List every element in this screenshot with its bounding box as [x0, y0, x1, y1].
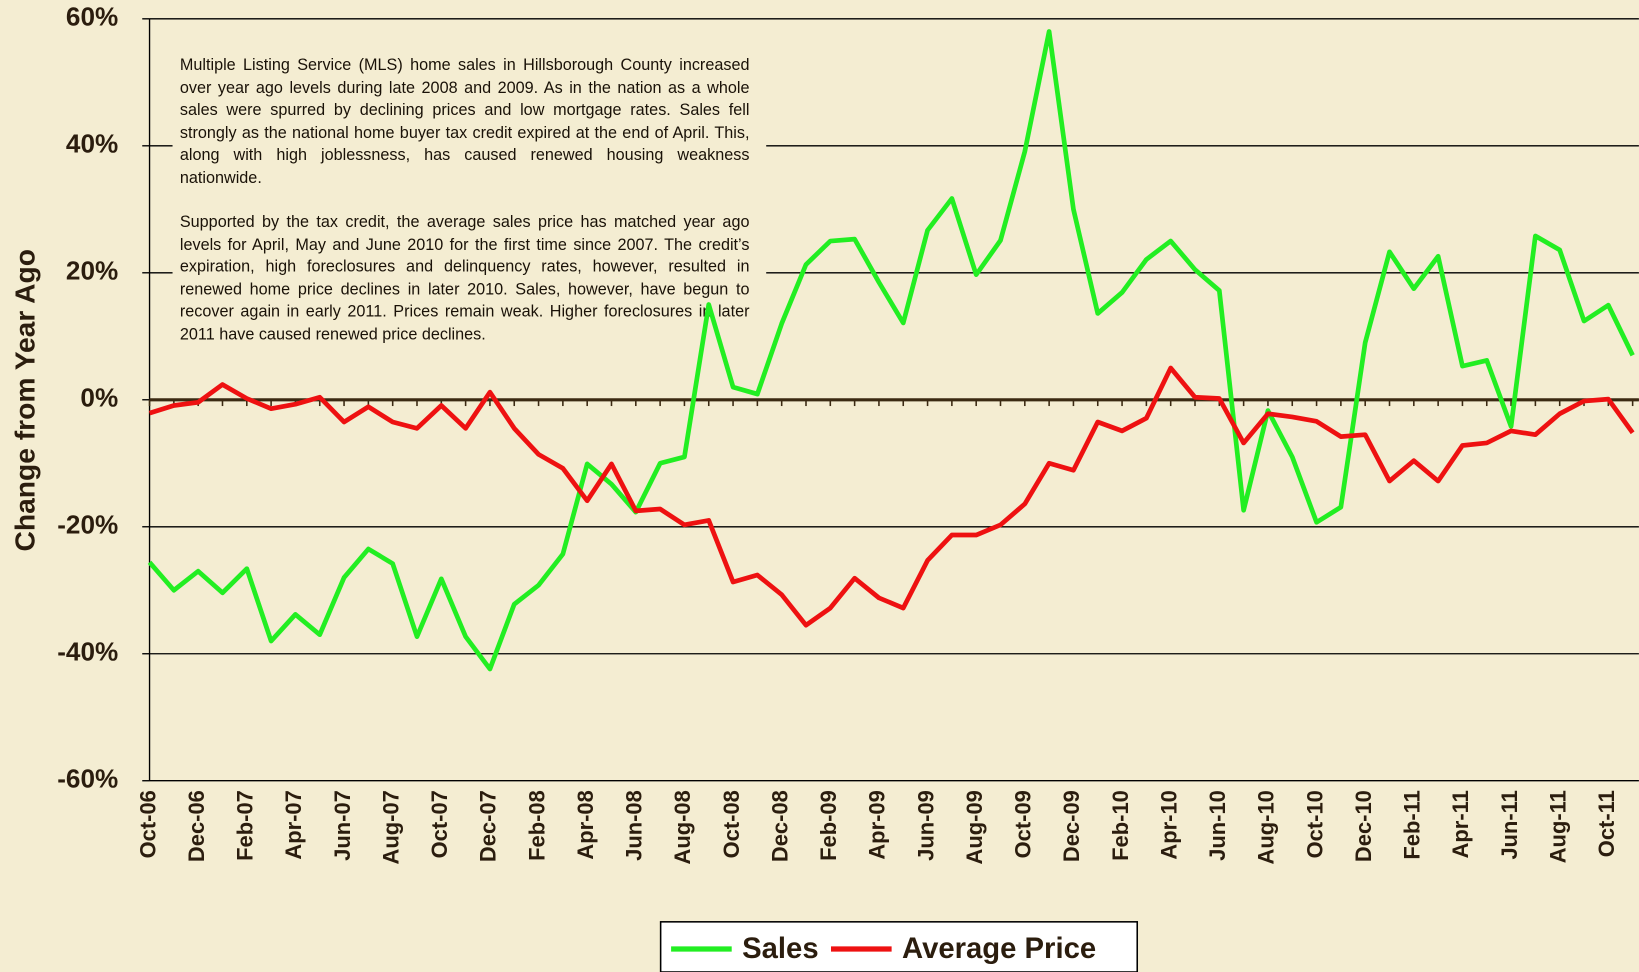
- x-tick-label: Apr-11: [1448, 790, 1473, 858]
- x-tick-label: Apr-09: [865, 790, 890, 859]
- x-tick-label: Oct-08: [719, 790, 744, 858]
- x-tick-label: Jun-09: [913, 790, 938, 861]
- y-tick-label: -40%: [57, 637, 118, 667]
- x-tick-label: Aug-07: [378, 790, 403, 864]
- x-tick-label: Oct-06: [135, 790, 160, 858]
- series-line: [147, 29, 1635, 672]
- y-tick-label: 60%: [66, 2, 118, 32]
- x-tick-label: Aug-10: [1254, 790, 1279, 864]
- x-tick-label: Aug-09: [962, 790, 987, 864]
- legend-label: Average Price: [902, 933, 1096, 965]
- x-tick-label: Dec-06: [184, 790, 209, 862]
- x-tick-label: Aug-08: [670, 790, 695, 864]
- x-tick-label: Apr-08: [573, 790, 598, 860]
- y-tick-label: -60%: [57, 764, 118, 794]
- x-tick-label: Dec-08: [767, 790, 792, 862]
- x-tick-label: Feb-11: [1400, 790, 1425, 860]
- y-tick-label: 20%: [66, 256, 118, 286]
- x-tick-label: Jun-08: [622, 790, 647, 861]
- x-tick-label: Feb-09: [816, 790, 841, 861]
- x-tick-label: Feb-10: [1108, 790, 1133, 861]
- x-tick-label: Apr-10: [1156, 790, 1181, 860]
- x-tick-label: Aug-11: [1545, 790, 1570, 863]
- annotation-text: Multiple Listing Service (MLS) home sale…: [180, 54, 750, 346]
- y-tick-label: 0%: [80, 383, 118, 413]
- x-tick-label: Dec-09: [1059, 790, 1084, 862]
- x-tick-label: Jun-10: [1205, 790, 1230, 861]
- x-tick-label: Oct-10: [1302, 790, 1327, 858]
- series-line: [148, 365, 1635, 628]
- annotation-box: [172, 50, 767, 375]
- annotation-paragraph: Supported by the tax credit, the average…: [179, 213, 750, 344]
- legend-box: [659, 921, 1139, 972]
- x-tick-label: Feb-07: [233, 790, 258, 861]
- legend-label: Sales: [742, 933, 818, 965]
- y-tick-label: -20%: [57, 510, 118, 540]
- annotation-paragraph: Multiple Listing Service (MLS) home sale…: [179, 56, 750, 187]
- x-tick-label: Dec-07: [476, 790, 501, 862]
- x-tick-label: Apr-07: [281, 790, 306, 860]
- annotation: Multiple Listing Service (MLS) home sale…: [180, 54, 750, 346]
- x-tick-label: Oct-07: [427, 790, 452, 858]
- x-tick-label: Jun-07: [330, 790, 355, 861]
- y-axis-label: Change from Year Ago: [9, 249, 41, 551]
- x-tick-label: Feb-08: [524, 790, 549, 861]
- y-tick-label: 40%: [66, 129, 118, 159]
- x-tick-label: Dec-10: [1351, 790, 1376, 862]
- x-tick-label: Oct-11: [1594, 790, 1619, 857]
- x-tick-label: Jun-11: [1497, 790, 1522, 860]
- x-tick-label: Oct-09: [1011, 790, 1036, 858]
